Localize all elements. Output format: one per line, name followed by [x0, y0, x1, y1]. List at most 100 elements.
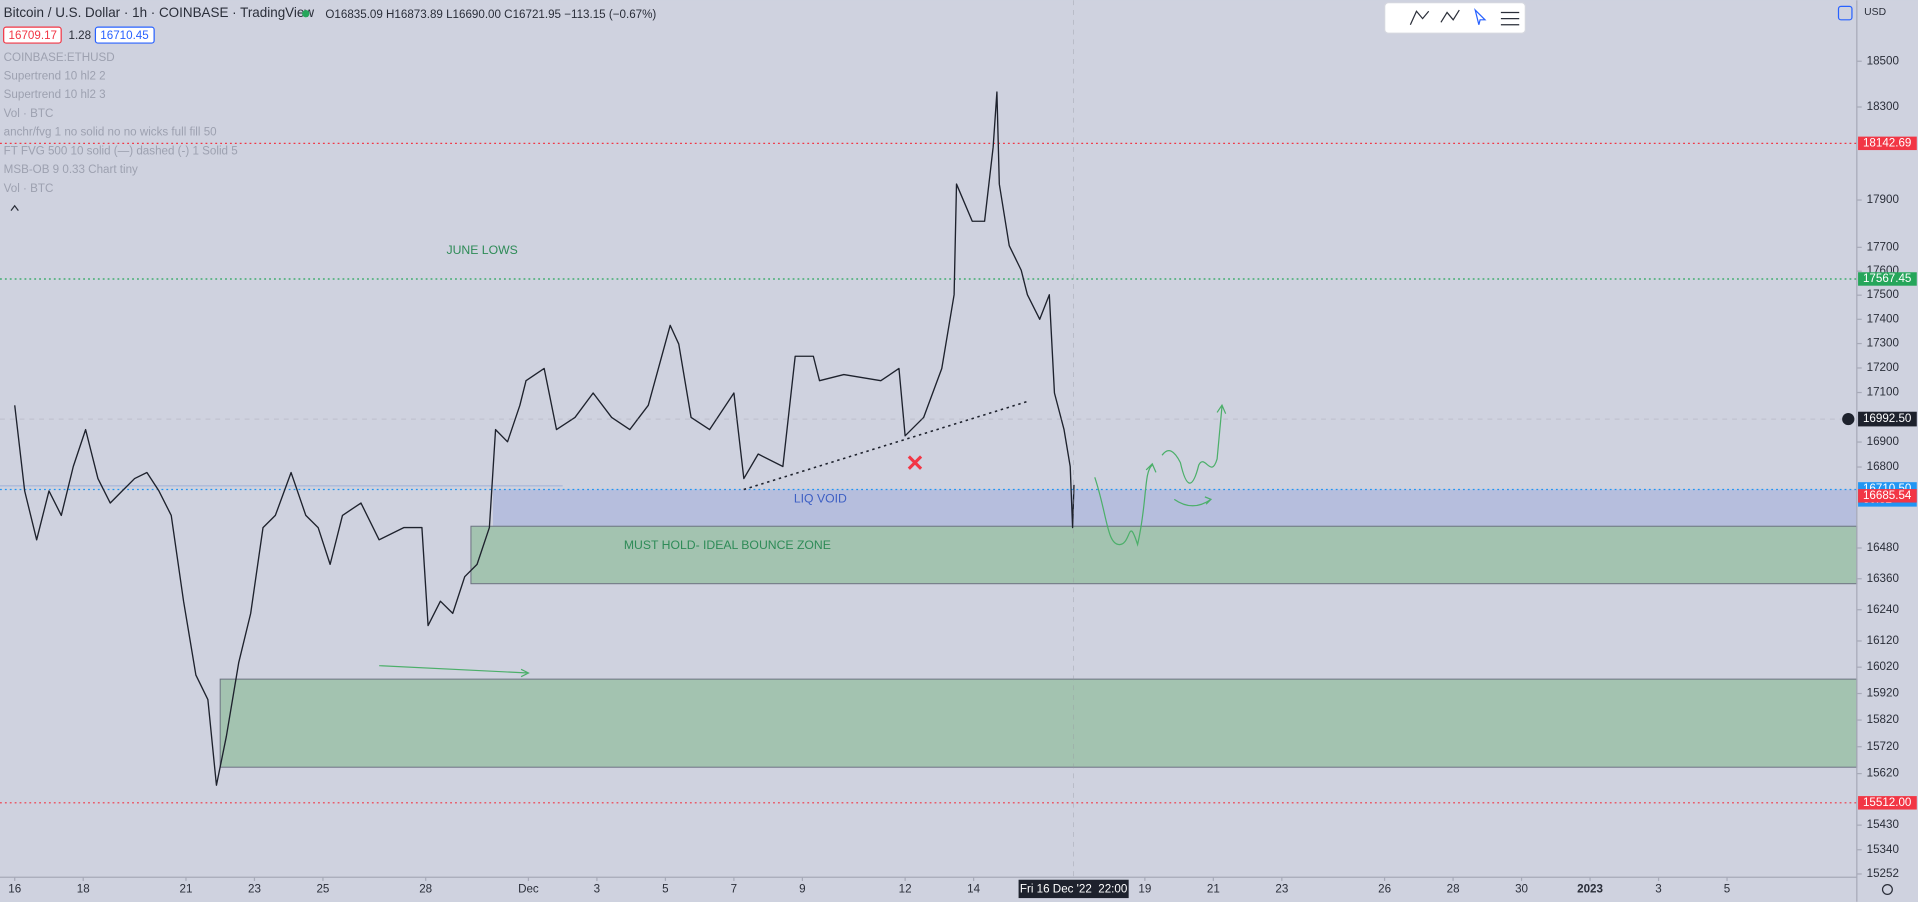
indicator-label: Vol · BTC: [4, 107, 54, 120]
x-tick-label: 14: [967, 883, 980, 896]
bid: 16709.17: [9, 29, 57, 42]
trend-line: [743, 400, 1028, 491]
x-tick-label: 5: [662, 883, 668, 896]
y-tick-label: 17500: [1867, 288, 1899, 301]
arrow: [379, 665, 530, 678]
spread: 1.28: [69, 29, 92, 42]
indicator-label: anchr/fvg 1 no solid no no wicks full fi…: [4, 126, 217, 139]
x-tick-label: 3: [594, 883, 600, 896]
y-tick-label: 15920: [1867, 687, 1899, 700]
y-tick-label: 15430: [1867, 818, 1899, 831]
indicator-label: Supertrend 10 hl2 2: [4, 70, 106, 83]
price-tag-label: 16685.54: [1863, 489, 1912, 502]
x-tick-label: 30: [1515, 883, 1528, 896]
y-tick-label: 17200: [1867, 361, 1899, 374]
price-tag-label: 18142.69: [1863, 136, 1911, 149]
x-tick-label: 2023: [1577, 883, 1603, 896]
price-tag: [1858, 489, 1917, 503]
y-tick-label: 16360: [1867, 572, 1899, 585]
x-tick-label: 9: [799, 883, 805, 896]
y-tick-label: 18500: [1867, 54, 1899, 67]
annotation: JUNE LOWS: [446, 243, 517, 257]
x-tick-label: 26: [1378, 883, 1391, 896]
price-line-series: [14, 91, 1075, 786]
status-dot: [302, 10, 310, 18]
y-tick-label: 16800: [1867, 460, 1899, 473]
y-tick-label: 16240: [1867, 603, 1899, 616]
crosshair-plus: [1842, 412, 1855, 426]
y-tick-label: 17900: [1867, 193, 1899, 206]
settings[interactable]: [1881, 884, 1893, 896]
x-tick-label: 12: [899, 883, 912, 896]
price-tag-label: 17567.45: [1863, 272, 1911, 285]
y-tick-label: 16020: [1867, 660, 1899, 673]
x-tick-label: 21: [179, 883, 192, 896]
y-tick-label: 16900: [1867, 435, 1899, 448]
crosshair-x-tag: [1018, 879, 1129, 899]
x-tick-label: 23: [248, 883, 261, 896]
crosshair-y-tag: [1858, 411, 1917, 427]
x-tick-label: 7: [731, 883, 737, 896]
projection-path: [1173, 496, 1213, 507]
zones: [0, 485, 1858, 768]
y-tick-label: 17100: [1867, 386, 1899, 399]
drawings: JUNE LOWS LIQ VOID MUST HOLD- IDEAL BOUN…: [379, 243, 1227, 678]
price-tag: [1858, 136, 1917, 151]
tool-icon[interactable]: [1409, 10, 1430, 25]
liq-void-zone: [492, 489, 1857, 527]
ask: 16710.45: [100, 29, 148, 42]
tool-icon[interactable]: [1440, 9, 1460, 23]
x-tick-label: 23: [1275, 883, 1288, 896]
invalid-mark: [907, 455, 923, 470]
x-tick-label: Dec: [518, 883, 539, 896]
x-tick-label: 21: [1207, 883, 1220, 896]
y-tick-label: 16120: [1867, 634, 1899, 647]
bid-box: [3, 26, 62, 44]
y-tick-label: 17300: [1867, 337, 1899, 350]
x-tick-label: 19: [1138, 883, 1151, 896]
crosshair-x-label: Fri 16 Dec '22 22:00: [1020, 883, 1127, 896]
y-tick-label: 15340: [1867, 843, 1899, 856]
symbol-title: Bitcoin / U.S. Dollar · 1h · COINBASE · …: [4, 5, 315, 20]
tool-icon[interactable]: [1474, 8, 1487, 25]
y-tick-label: 18300: [1867, 100, 1899, 113]
toolbar: [1384, 2, 1526, 34]
y-tick-label: 17700: [1867, 240, 1899, 253]
crosshair-y-label: 16992.50: [1863, 412, 1911, 425]
ask-box: [94, 26, 155, 44]
plot: [0, 0, 1857, 878]
x-tick-label: 5: [1724, 883, 1730, 896]
collapse[interactable]: [10, 204, 19, 212]
toggle[interactable]: [1837, 5, 1853, 21]
y-tick-label: 17400: [1867, 312, 1899, 325]
price-tag-label: 15512.00: [1863, 796, 1911, 809]
x-tick-label: 3: [1655, 883, 1661, 896]
y-tick-label: 15252: [1867, 867, 1899, 880]
annotation: MUST HOLD- IDEAL BOUNCE ZONE: [624, 538, 831, 552]
price-tag: [1858, 796, 1917, 810]
header: Bitcoin / U.S. Dollar · 1h · COINBASE · …: [3, 2, 1893, 896]
indicator-label: COINBASE:ETHUSD: [4, 51, 115, 64]
projection-path: [1094, 462, 1157, 547]
axes: 1850018300179001770017600175001740017300…: [8, 54, 1917, 899]
y-tick-label: 15720: [1867, 740, 1899, 753]
x-tick-label: 16: [8, 883, 21, 896]
ohlc: O16835.09 H16873.89 L16690.00 C16721.95 …: [325, 8, 656, 21]
projection-path: [1161, 403, 1227, 484]
indicator-label: Supertrend 10 hl2 3: [4, 88, 106, 101]
annotation: LIQ VOID: [794, 492, 847, 506]
x-tick-label: 28: [1447, 883, 1460, 896]
currency[interactable]: USD: [1864, 7, 1886, 18]
indicator-label: FT FVG 500 10 solid (—) dashed (-) 1 Sol…: [4, 144, 238, 157]
indicator-list: COINBASE:ETHUSD Supertrend 10 hl2 2 Supert…: [4, 51, 238, 195]
y-tick-label: 16480: [1867, 541, 1899, 554]
tool-icon[interactable]: [1500, 11, 1520, 26]
x-tick-label: 28: [419, 883, 432, 896]
indicator-label: Vol · BTC: [4, 182, 54, 195]
x-tick-label: 25: [316, 883, 329, 896]
bounce-zone: [470, 525, 1858, 585]
y-tick-label: 15620: [1867, 767, 1899, 780]
indicator-label: MSB-OB 9 0.33 Chart tiny: [4, 163, 138, 176]
x-tick-label: 18: [77, 883, 90, 896]
